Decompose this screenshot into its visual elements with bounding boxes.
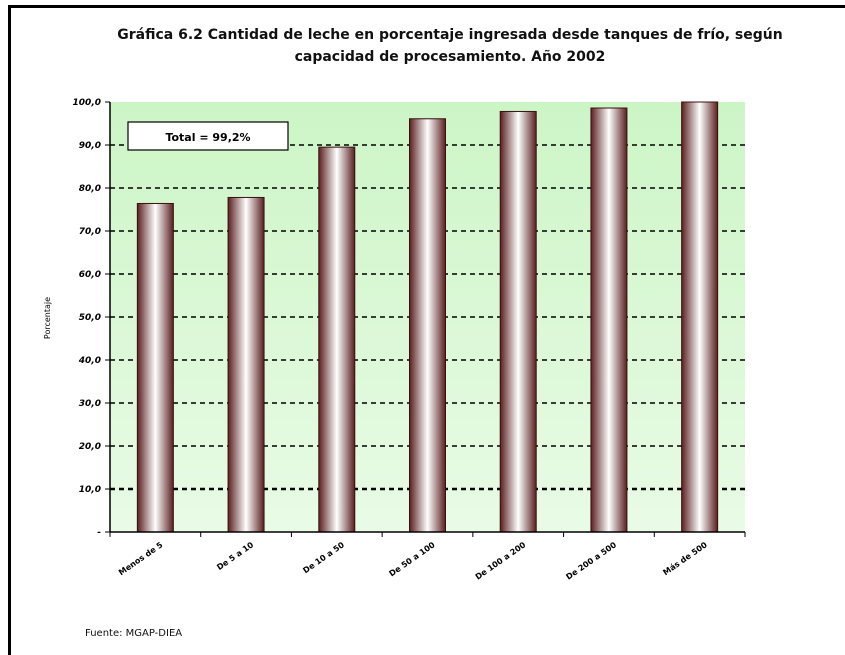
x-category-label: De 50 a 100 [388,540,437,578]
bar [227,196,265,533]
bar [409,118,446,533]
y-tick-label: 10,0 [79,485,101,495]
chart-title: Gráfica 6.2 Cantidad de leche en porcent… [117,27,783,65]
y-tick-label: 80,0 [79,184,101,194]
bar [318,146,356,533]
bar [681,101,719,533]
y-tick-label: 90,0 [79,141,101,151]
y-tick-label: 30,0 [79,399,101,409]
x-category-label: Más de 500 [661,540,709,577]
frame-border-top [8,5,845,8]
x-category-label: De 200 a 500 [564,540,618,582]
y-tick-label: 50,0 [79,313,101,323]
y-tick-label: 60,0 [79,270,101,280]
y-tick-label: 70,0 [79,227,101,237]
bar [590,107,628,533]
x-category-label: De 5 a 10 [215,540,255,572]
y-axis-label: Porcentaje [43,297,52,339]
x-category-label: Menos de 5 [117,540,165,577]
total-annotation-box [127,121,289,151]
y-tick-label: 20,0 [79,442,101,452]
bar [499,110,537,533]
bar [136,202,174,533]
y-tick-label: 40,0 [78,356,101,366]
x-category-label: De 10 a 50 [301,540,346,575]
x-category-label: De 100 a 200 [474,540,528,582]
total-annotation: Total = 99,2% [165,131,250,144]
source-note: Fuente: MGAP-DIEA [85,628,183,639]
y-tick-label: 100,0 [73,98,101,108]
y-tick-label: - [97,528,101,538]
frame-border-left [8,5,11,655]
